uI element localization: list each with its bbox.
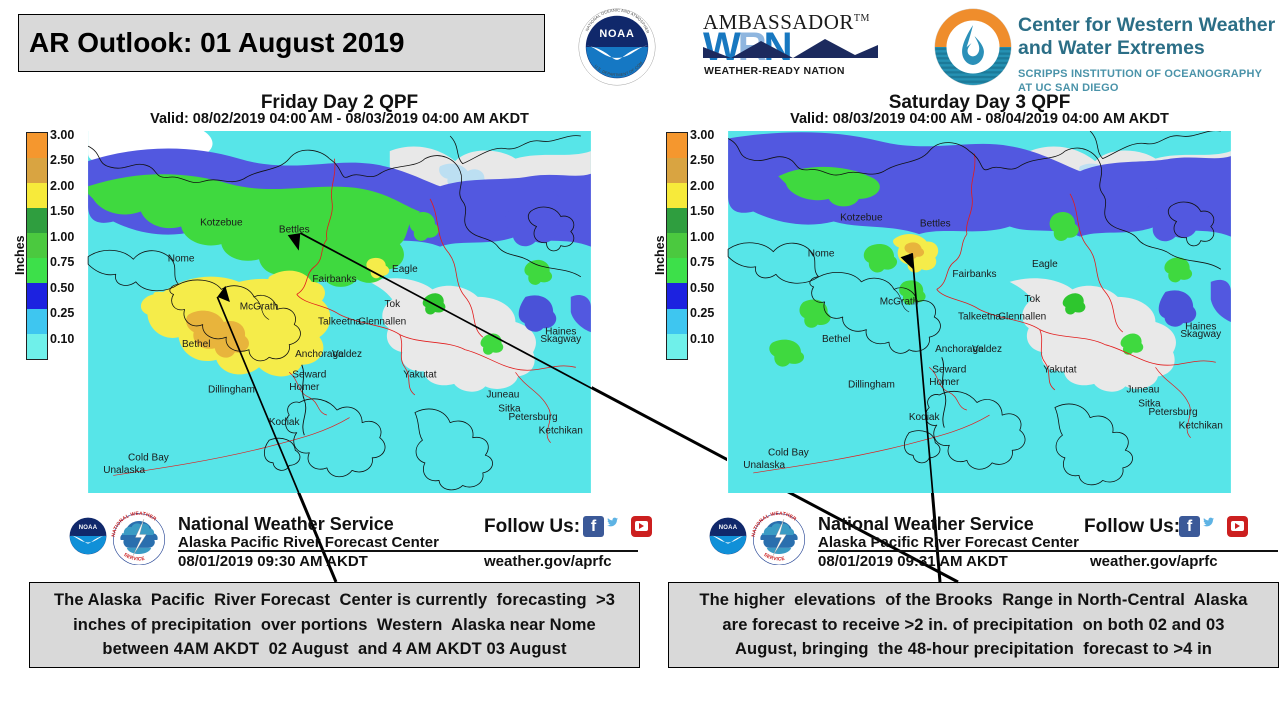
svg-text:Tok: Tok: [384, 299, 401, 310]
svg-text:Eagle: Eagle: [1032, 259, 1058, 270]
svg-text:Valdez: Valdez: [332, 349, 362, 360]
svg-text:Juneau: Juneau: [1126, 384, 1159, 395]
svg-text:Ketchikan: Ketchikan: [539, 426, 583, 437]
svg-text:Unalaska: Unalaska: [103, 465, 145, 476]
svg-text:Kotzebue: Kotzebue: [200, 218, 243, 229]
svg-text:Talkeetna: Talkeetna: [958, 312, 1001, 323]
svg-text:Petersburg: Petersburg: [1148, 407, 1197, 418]
svg-text:Seward: Seward: [292, 369, 326, 380]
svg-text:NOAA: NOAA: [599, 28, 634, 40]
svg-text:Nome: Nome: [808, 249, 835, 260]
svg-text:Skagway: Skagway: [1180, 329, 1221, 340]
svg-text:Juneau: Juneau: [486, 389, 519, 400]
svg-text:Homer: Homer: [289, 382, 320, 393]
svg-text:Bethel: Bethel: [822, 334, 851, 345]
svg-text:Ketchikan: Ketchikan: [1179, 421, 1223, 432]
svg-text:Skagway: Skagway: [540, 334, 581, 345]
svg-text:Kotzebue: Kotzebue: [840, 212, 883, 223]
svg-text:NOAA: NOAA: [79, 525, 98, 531]
svg-text:Yakutat: Yakutat: [403, 369, 437, 380]
svg-text:Kodiak: Kodiak: [909, 412, 941, 423]
svg-text:Nome: Nome: [168, 254, 195, 265]
svg-text:Unalaska: Unalaska: [743, 460, 785, 471]
svg-text:Glennallen: Glennallen: [358, 317, 406, 328]
svg-text:Bethel: Bethel: [182, 339, 211, 350]
svg-text:WEATHER-READY NATION: WEATHER-READY NATION: [704, 65, 845, 77]
svg-text:Bettles: Bettles: [920, 219, 951, 230]
svg-text:Petersburg: Petersburg: [508, 412, 557, 423]
svg-text:Tok: Tok: [1024, 294, 1041, 305]
svg-text:Cold Bay: Cold Bay: [768, 447, 809, 458]
svg-text:Bettles: Bettles: [279, 225, 310, 236]
svg-text:Valdez: Valdez: [972, 344, 1002, 355]
svg-text:Yakutat: Yakutat: [1043, 364, 1077, 375]
svg-text:Kodiak: Kodiak: [269, 417, 301, 428]
svg-text:Dillingham: Dillingham: [208, 384, 255, 395]
svg-text:Fairbanks: Fairbanks: [312, 274, 356, 285]
svg-text:Eagle: Eagle: [392, 264, 418, 275]
svg-text:Seward: Seward: [932, 364, 966, 375]
svg-text:McGrath: McGrath: [880, 296, 919, 307]
svg-text:Cold Bay: Cold Bay: [128, 452, 169, 463]
svg-text:Fairbanks: Fairbanks: [952, 269, 996, 280]
svg-text:Glennallen: Glennallen: [998, 312, 1046, 323]
svg-text:McGrath: McGrath: [240, 301, 279, 312]
svg-text:Talkeetna: Talkeetna: [318, 317, 361, 328]
svg-text:Homer: Homer: [929, 377, 960, 388]
svg-text:NOAA: NOAA: [719, 525, 738, 531]
svg-text:WRN: WRN: [703, 25, 791, 69]
svg-text:Dillingham: Dillingham: [848, 379, 895, 390]
